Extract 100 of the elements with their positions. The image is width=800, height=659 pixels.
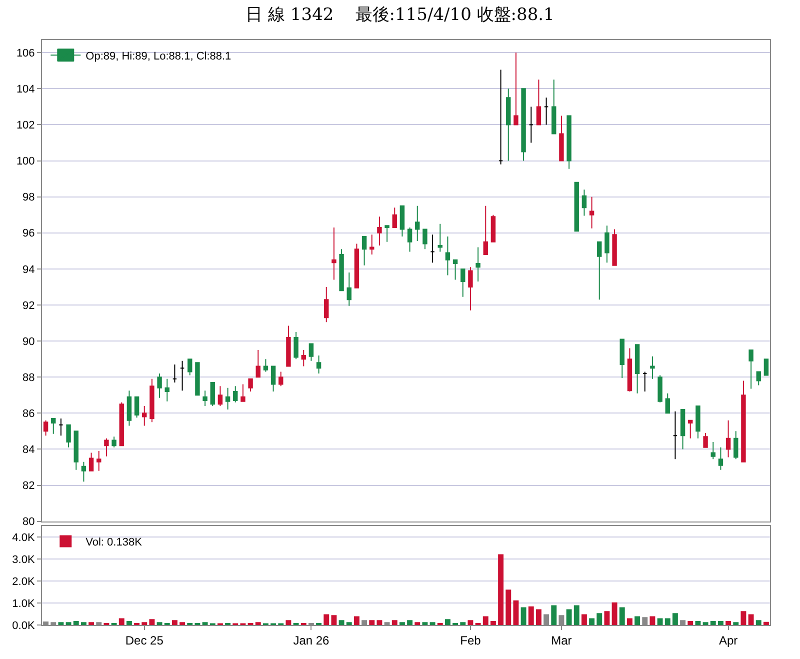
bar	[331, 615, 337, 625]
y-tick-label: 86	[22, 408, 35, 420]
candlestick	[210, 382, 215, 406]
y-tick-label: 82	[22, 480, 35, 492]
x-tick-label: Dec 25	[125, 633, 164, 648]
candlestick	[142, 405, 147, 426]
candlestick	[96, 450, 102, 472]
bar	[354, 616, 360, 625]
candlestick	[407, 226, 412, 252]
candlestick	[66, 424, 71, 448]
candlestick	[294, 332, 298, 360]
y-tick-label: 2.0K	[12, 576, 36, 588]
candlestick	[521, 88, 526, 162]
candlestick	[225, 387, 230, 410]
candlestick	[627, 348, 632, 392]
bar	[126, 621, 132, 625]
candlestick	[324, 286, 329, 323]
bar	[763, 622, 769, 625]
bar	[748, 614, 754, 625]
candlestick	[544, 97, 549, 126]
candlestick	[286, 325, 291, 367]
bar	[733, 622, 739, 625]
bar	[589, 618, 595, 625]
candlestick	[718, 446, 724, 470]
candlestick	[734, 430, 738, 460]
candlestick	[612, 228, 617, 266]
candlestick	[559, 115, 564, 162]
candlestick	[164, 378, 170, 402]
candlestick	[756, 371, 761, 386]
candlestick	[490, 214, 496, 242]
candlestick	[270, 366, 276, 392]
candlestick	[218, 386, 223, 406]
y-tick-label: 84	[22, 444, 35, 456]
candlestick	[498, 69, 504, 165]
candlestick	[126, 390, 132, 426]
bar	[634, 616, 640, 625]
bar	[581, 614, 587, 625]
candlestick	[741, 380, 746, 462]
candlestick	[528, 106, 534, 144]
y-tick-label: 0.0K	[12, 620, 36, 632]
candlestick	[696, 405, 700, 439]
bar	[604, 611, 610, 625]
candlestick	[384, 225, 390, 242]
candlestick	[180, 360, 185, 392]
candlestick	[104, 438, 109, 457]
legend-label: Vol: 0.138K	[86, 536, 143, 549]
bar	[422, 622, 428, 625]
candlestick	[81, 461, 86, 482]
candlestick	[233, 386, 238, 403]
bar	[324, 614, 330, 625]
legend-label: Op:89, Hi:89, Lo:88.1, Cl:88.1	[86, 50, 232, 62]
candlestick	[634, 344, 640, 394]
chart-title: 日 線 1342 最後:115/4/10 收盤:88.1	[246, 4, 554, 25]
bar	[574, 605, 580, 625]
candlestick	[51, 418, 56, 434]
candlestick	[400, 205, 405, 237]
candlestick	[764, 358, 769, 376]
y-tick-label: 1.0K	[12, 598, 36, 610]
candlestick	[202, 390, 208, 406]
candlestick	[188, 358, 192, 376]
bar	[414, 622, 420, 625]
bar	[718, 621, 724, 625]
bar	[695, 621, 701, 625]
candlestick	[112, 436, 116, 448]
y-tick-label: 4.0K	[12, 532, 36, 544]
candlestick	[597, 241, 602, 300]
bar	[710, 621, 716, 625]
candlestick	[301, 350, 306, 367]
bar	[506, 590, 512, 625]
candlestick	[263, 358, 268, 372]
bar	[376, 620, 382, 625]
candlestick	[240, 384, 246, 402]
candlestick	[278, 371, 284, 387]
bar	[73, 621, 79, 625]
candlestick	[119, 402, 124, 446]
y-tick-label: 80	[22, 516, 35, 528]
candlestick	[362, 236, 367, 266]
y-tick-label: 94	[22, 264, 35, 276]
bar	[482, 616, 488, 625]
bar	[672, 613, 678, 625]
bar	[80, 622, 86, 625]
candlestick	[680, 409, 686, 450]
bar	[460, 622, 466, 625]
y-tick-label: 90	[22, 336, 35, 348]
bar	[688, 621, 694, 625]
candlestick	[392, 207, 397, 228]
bar	[255, 622, 261, 625]
bar	[702, 622, 708, 625]
candlestick	[415, 205, 420, 242]
y-tick-label: 104	[16, 84, 35, 96]
candlestick	[332, 226, 336, 280]
candlestick	[604, 225, 610, 264]
candlestick	[650, 356, 655, 380]
bar	[172, 620, 178, 625]
candlestick	[460, 268, 466, 298]
bar	[369, 620, 375, 625]
bar	[118, 618, 124, 625]
y-tick-label: 102	[16, 120, 35, 132]
candlestick	[256, 350, 260, 378]
y-tick-label: 88	[22, 372, 35, 384]
